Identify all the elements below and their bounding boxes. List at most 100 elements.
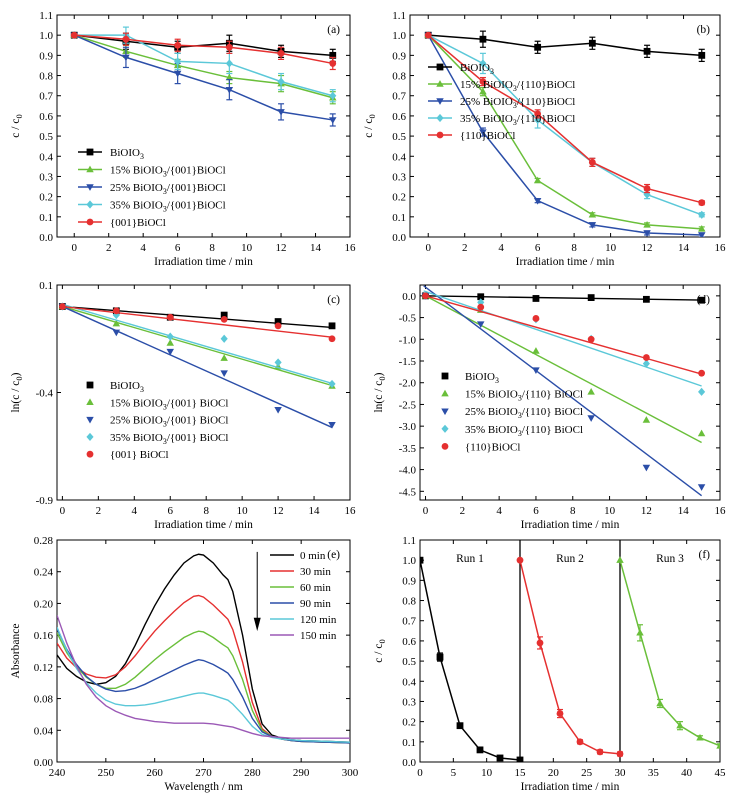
y-tick-label: 0.2 — [392, 192, 406, 204]
y-tick-label: 0.2 — [402, 717, 416, 729]
legend-label: {110}BiOCl — [465, 441, 520, 453]
series-line — [427, 34, 702, 204]
x-tick-label: 30 — [615, 767, 627, 779]
data-point — [532, 315, 540, 322]
data-point — [697, 484, 706, 491]
legend-label: 15% BiOIO3/{001} BiOCl — [110, 397, 228, 411]
legend-marker — [441, 424, 449, 433]
legend-marker — [436, 80, 444, 87]
data-point — [166, 313, 174, 321]
panel-label: (b) — [697, 24, 711, 36]
x-tick-label: 8 — [203, 505, 209, 517]
y-tick-label: -2.5 — [399, 399, 417, 411]
y-tick-label: -3.5 — [399, 443, 417, 455]
x-tick-label: 6 — [533, 505, 539, 517]
x-tick-label: 8 — [571, 242, 577, 254]
data-point — [698, 225, 706, 232]
legend-label: 35% BiOIO3/{001}BiOCl — [110, 200, 226, 214]
data-point — [225, 86, 234, 94]
data-point — [274, 358, 282, 367]
legend-label: BiOIO3 — [460, 62, 494, 76]
series-4 — [58, 303, 336, 343]
data-point — [676, 721, 684, 729]
y-tick-label: 0.3 — [402, 696, 416, 708]
legend-label: 150 min — [300, 630, 337, 642]
x-tick-label: 14 — [678, 505, 690, 517]
series-0 — [57, 553, 350, 743]
data-point — [533, 197, 542, 205]
panel-label: (e) — [327, 549, 340, 561]
y-tick-label: -0.4 — [36, 388, 54, 400]
data-point — [225, 73, 234, 81]
legend-label: 60 min — [300, 582, 331, 594]
legend: BiOIO3 15% BiOIO3/{001}BiOCl 25% BiOIO3/{0… — [78, 147, 226, 229]
data-point — [112, 329, 121, 337]
legend-label: 35% BiOIO3/{001} BiOCl — [110, 432, 228, 446]
y-axis-label: c / c0 — [373, 639, 387, 662]
data-point — [220, 316, 228, 323]
data-point — [328, 335, 336, 343]
legend-marker — [441, 443, 449, 450]
data-point — [277, 109, 285, 116]
data-point — [642, 464, 651, 472]
y-tick-label: 0.6 — [392, 111, 406, 123]
series-line — [428, 34, 702, 57]
plot-frame — [419, 284, 721, 501]
data-point — [174, 57, 182, 66]
panel-b: 0 2 4 6 8 10 12 14 16 0.0 0.1 0.2 0.3 0.4 0.5 0.6 0.7 0.8… — [363, 10, 726, 268]
x-tick-label: 16 — [715, 505, 727, 517]
y-tick-label: 0.1 — [39, 280, 53, 292]
data-point — [112, 319, 121, 327]
x-tick-label: 250 — [98, 767, 115, 779]
legend-marker — [436, 63, 444, 71]
x-axis-label: Irradiation time / min — [516, 256, 615, 268]
panel-e: 240 250 260 270 280 290 300 0.00 0.04 0.08 0.12 0.1… — [10, 535, 359, 793]
data-point — [588, 158, 596, 166]
data-point — [532, 347, 540, 354]
x-tick-label: 25 — [581, 767, 593, 779]
y-axis-label: Absorbance — [10, 624, 22, 679]
plot-frame — [419, 539, 721, 763]
data-point — [220, 311, 228, 319]
y-tick-label: 0.3 — [392, 171, 406, 183]
plot-area — [58, 302, 336, 429]
y-tick-label: 0.04 — [34, 725, 54, 737]
data-point — [476, 321, 485, 329]
x-tick-label: 0 — [71, 242, 77, 254]
data-point — [698, 210, 706, 219]
x-tick-label: 12 — [641, 505, 652, 517]
y-tick-label: 0.6 — [39, 111, 53, 123]
legend-marker — [86, 184, 94, 191]
y-tick-label: -1.5 — [399, 356, 417, 368]
y-tick-label: 0.08 — [34, 694, 54, 706]
y-tick-label: 1.0 — [402, 555, 416, 567]
data-point — [112, 307, 120, 315]
y-tick-label: 1.0 — [392, 30, 406, 42]
y-tick-label: 0.0 — [392, 232, 406, 244]
data-point — [420, 556, 424, 564]
data-point — [225, 59, 233, 68]
data-point — [277, 77, 285, 86]
data-point — [436, 653, 444, 661]
panel-f: 0 5 10 15 20 25 30 35 40 45 0.0 0.1 0.2 0.3 0.4 0.5 0.6 0… — [373, 535, 726, 793]
series-line — [57, 553, 350, 743]
data-point — [587, 335, 595, 343]
y-axis-label: c / c0 — [363, 114, 377, 137]
data-point — [70, 31, 78, 39]
data-point — [166, 348, 174, 356]
data-point — [643, 185, 651, 192]
series-0 — [420, 556, 524, 762]
data-point — [477, 303, 485, 311]
x-tick-label: 2 — [96, 505, 102, 517]
x-tick-label: 10 — [241, 242, 253, 254]
x-tick-label: 10 — [237, 505, 249, 517]
plot-area — [420, 540, 720, 762]
y-tick-label: 0.5 — [392, 131, 406, 143]
data-point — [329, 51, 337, 59]
legend-label: 25% BiOIO3/{001}BiOCl — [110, 182, 226, 196]
data-point — [477, 293, 485, 301]
run-label: Run 3 — [656, 553, 684, 565]
data-point — [636, 628, 644, 636]
x-tick-label: 10 — [605, 242, 617, 254]
